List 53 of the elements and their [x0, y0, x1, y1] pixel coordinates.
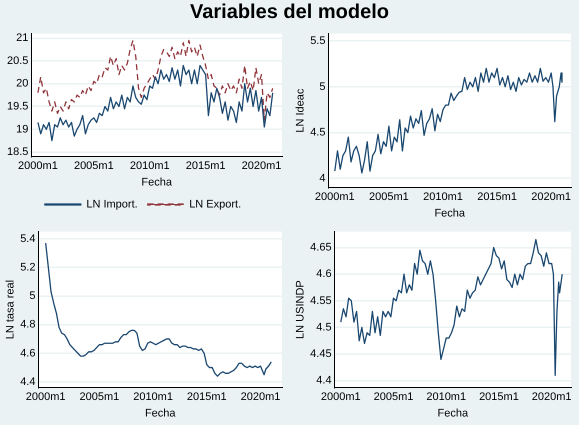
- x-tick-label: 2005m1: [369, 191, 409, 204]
- y-tick-label: 19.5: [6, 100, 28, 113]
- x-tick-label: 2015m1: [477, 191, 517, 204]
- y-tick-label: 4.6: [20, 347, 36, 360]
- y-tick-label: 20: [16, 78, 28, 90]
- x-tick-label: 2000m1: [314, 191, 355, 204]
- y-tick-label: 5.5: [310, 34, 326, 47]
- y-tick-label: 18.5: [6, 146, 28, 158]
- x-tick-label: 2020m1: [532, 391, 572, 404]
- y-tick-label: 4.4: [20, 376, 36, 388]
- x-tick-label: 2005m1: [74, 160, 114, 172]
- y-axis-title: LN Ideac: [294, 88, 307, 133]
- x-tick-label: 2015m1: [479, 391, 519, 404]
- x-tick-label: 2000m1: [18, 160, 58, 172]
- x-tick-label: 2015m1: [186, 160, 226, 172]
- y-tick-label: 4: [319, 172, 326, 184]
- y-tick-label: 4.55: [310, 294, 332, 307]
- y-tick-label: 4.8: [20, 318, 36, 331]
- x-tick-label: 2010m1: [423, 191, 463, 204]
- x-axis-title: Fecha: [438, 407, 469, 420]
- legend-label: LN Export.: [189, 198, 242, 211]
- x-tick-label: 2005m1: [79, 391, 120, 404]
- y-tick-label: 4.45: [310, 348, 332, 360]
- y-tick-label: 5: [319, 80, 326, 93]
- x-tick-label: 2005m1: [374, 391, 414, 404]
- x-axis-title: Fecha: [144, 407, 176, 420]
- y-axis-title: LN USINDP: [294, 280, 307, 339]
- legend-label: LN Import.: [86, 198, 138, 211]
- y-tick-label: 4.5: [310, 126, 326, 139]
- x-tick-label: 2010m1: [130, 160, 170, 172]
- y-tick-label: 19: [16, 123, 28, 136]
- y-tick-label: 20.5: [6, 54, 28, 67]
- y-tick-label: 4.4: [316, 374, 332, 387]
- y-tick-label: 4.6: [316, 268, 332, 280]
- x-tick-label: 2000m1: [26, 391, 66, 404]
- y-tick-label: 4.65: [310, 242, 332, 254]
- x-tick-label: 2000m1: [320, 391, 361, 404]
- y-tick-label: 5.2: [20, 261, 36, 274]
- x-tick-label: 2010m1: [426, 391, 466, 404]
- x-tick-label: 2020m1: [242, 160, 282, 172]
- line-series: [37, 40, 274, 121]
- chart-title: Variables del modelo: [189, 0, 390, 24]
- y-tick-label: 5.4: [20, 232, 36, 245]
- x-axis-title: Fecha: [141, 176, 173, 188]
- x-tick-label: 2020m1: [240, 391, 280, 404]
- y-tick-label: 4.5: [316, 321, 332, 334]
- x-tick-label: 2020m1: [531, 191, 572, 204]
- x-tick-label: 2015m1: [186, 391, 227, 404]
- x-tick-label: 2010m1: [133, 391, 173, 404]
- y-axis-title: LN tasa real: [4, 280, 17, 340]
- x-axis-title: Fecha: [434, 207, 466, 220]
- y-tick-label: 5: [29, 290, 36, 302]
- y-tick-label: 21: [16, 32, 28, 44]
